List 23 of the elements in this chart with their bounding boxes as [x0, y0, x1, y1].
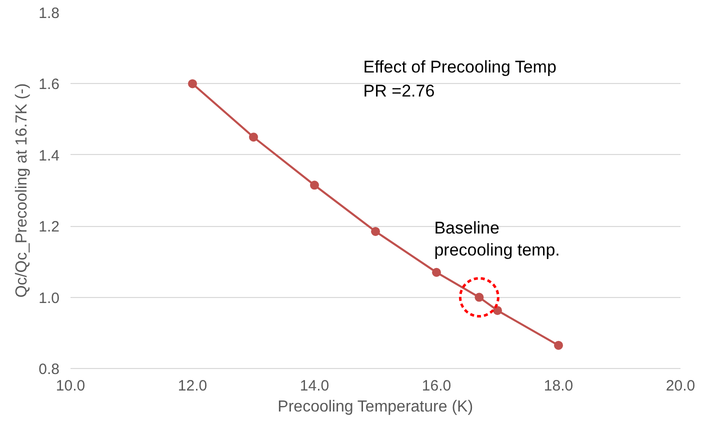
- y-tick-label: 1.6: [38, 76, 60, 94]
- point: [432, 268, 441, 277]
- y-tick-label: 1.0: [38, 290, 60, 307]
- point: [554, 340, 563, 350]
- x-tick-label: 20.0: [666, 378, 696, 394]
- annotation: Effect of Precooling Temp PR =2.76: [363, 58, 556, 101]
- y-axis-title: Qc/Qc_Precooling at 16.7K (-): [14, 83, 31, 298]
- y-tick-label: 1.2: [38, 218, 60, 236]
- annotation: Baseline precooling temp.: [434, 218, 560, 260]
- x-axis-title: Precooling Temperature (K): [278, 398, 474, 416]
- point: [493, 306, 502, 315]
- point: [249, 132, 258, 142]
- point: [371, 226, 380, 236]
- point: [188, 79, 197, 88]
- y-tick-label: 1.4: [38, 147, 60, 164]
- point: [310, 180, 319, 190]
- y-tick-label: 0.8: [38, 361, 60, 378]
- y-tick-label: 1.8: [38, 5, 60, 22]
- x-tick-label: 14.0: [300, 378, 330, 394]
- x-tick-label: 18.0: [544, 378, 574, 394]
- x-tick-label: 16.0: [422, 378, 452, 394]
- x-tick-label: 12.0: [178, 378, 208, 394]
- x-tick-label: 10.0: [56, 378, 86, 394]
